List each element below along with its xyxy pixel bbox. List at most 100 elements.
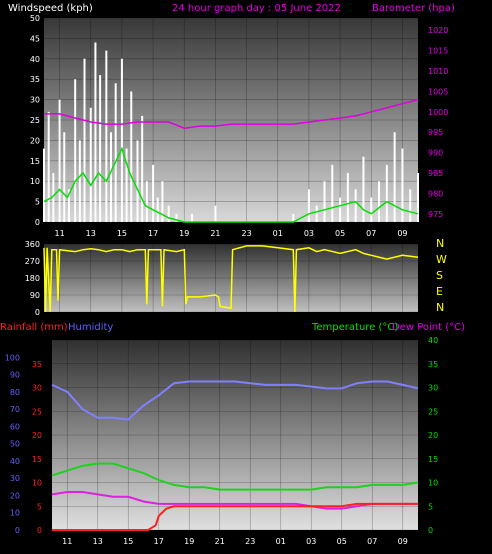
temperature-x-tick-label: 07 [367, 537, 377, 546]
barometer-y-tick-label: 1005 [428, 87, 448, 96]
temperature-line [51, 462, 419, 491]
direction-y-ticks: 0 90 180 270 360 [25, 240, 40, 317]
temperature-x-tick-label: 03 [306, 537, 316, 546]
barometer-y-tick-label: 1015 [428, 47, 448, 56]
dewpoint-axis-title: Dew Point (°C) [392, 322, 465, 333]
rain-y-tick-label: 35 [32, 360, 42, 369]
direction-series [43, 245, 419, 313]
humidity-y-tick-label: 20 [10, 491, 20, 500]
humidity-y-tick-label: 40 [10, 457, 20, 466]
wind-y-tick-label: 50 [30, 14, 40, 23]
humidity-y-tick-label: 60 [10, 422, 20, 431]
temperature-y-tick-label: 20 [428, 431, 438, 440]
chart-title: 24 hour graph day : 05 June 2022 [172, 3, 341, 14]
wind-y-tick-label: 5 [35, 198, 40, 207]
barometer-y-tick-label: 1010 [428, 67, 448, 76]
rainfall-line [52, 502, 418, 531]
wind-y-tick-label: 10 [30, 177, 40, 186]
compass-label: E [436, 285, 443, 298]
barometer-y-tick-label: 1000 [428, 108, 448, 117]
temperature-y-tick-label: 25 [428, 407, 438, 416]
direction-y-tick-label: 360 [25, 240, 40, 249]
rain-y-tick-label: 10 [32, 479, 42, 488]
humidity-y-ticks: 0 10 20 30 40 50 60 70 80 90 100 [5, 353, 20, 535]
wind-y-tick-label: 30 [30, 96, 40, 105]
wind-x-tick-label: 11 [54, 229, 64, 238]
rain-y-tick-label: 20 [32, 431, 42, 440]
wind-x-tick-label: 05 [335, 229, 345, 238]
compass-label: S [436, 269, 443, 282]
temperature-x-tick-label: 15 [123, 537, 133, 546]
temperature-y-tick-label: 0 [428, 526, 433, 535]
temperature-y-tick-label: 30 [428, 384, 438, 393]
temperature-x-tick-label: 17 [154, 537, 164, 546]
wind-x-tick-label: 17 [148, 229, 158, 238]
temperature-x-tick-label: 19 [184, 537, 194, 546]
humidity-y-tick-label: 0 [15, 526, 20, 535]
temperature-plot-area [52, 340, 418, 530]
temperature-x-tick-label: 21 [215, 537, 225, 546]
barometer-y-tick-label: 995 [428, 128, 443, 137]
wind-average-line [43, 146, 419, 223]
temperature-x-tick-label: 09 [398, 537, 408, 546]
wind-x-tick-label: 01 [273, 229, 283, 238]
rain-y-tick-label: 25 [32, 407, 42, 416]
temperature-x-tick-label: 13 [93, 537, 103, 546]
wind-y-tick-label: 0 [35, 218, 40, 227]
wind-x-tick-label: 03 [304, 229, 314, 238]
humidity-axis-title: Humidity [68, 322, 113, 333]
humidity-line [51, 380, 419, 421]
barometer-y-tick-label: 990 [428, 149, 443, 158]
wind-x-tick-label: 07 [366, 229, 376, 238]
direction-y-tick-label: 0 [35, 308, 40, 317]
rain-y-tick-label: 0 [37, 526, 42, 535]
compass-label: N [436, 301, 444, 314]
barometer-y-tick-label: 985 [428, 169, 443, 178]
wind-x-tick-label: 23 [241, 229, 251, 238]
wind-y-tick-label: 35 [30, 75, 40, 84]
humidity-y-tick-label: 50 [10, 440, 20, 449]
temperature-series [51, 380, 419, 531]
compass-label: W [436, 253, 447, 266]
temperature-x-tick-label: 11 [62, 537, 72, 546]
humidity-y-tick-label: 80 [10, 388, 20, 397]
humidity-y-tick-label: 30 [10, 474, 20, 483]
temperature-y-ticks: 0 5 10 15 20 25 30 35 40 [428, 336, 438, 535]
humidity-y-tick-label: 10 [10, 509, 20, 518]
temperature-y-tick-label: 10 [428, 479, 438, 488]
humidity-y-tick-label: 100 [5, 353, 20, 362]
barometer-y-ticks: 975 980 985 990 995 1000 1005 1010 1015 1020 [428, 26, 448, 219]
wind-x-tick-label: 09 [397, 229, 407, 238]
wind-x-tick-label: 15 [117, 229, 127, 238]
wind-y-tick-label: 25 [30, 116, 40, 125]
temperature-y-tick-label: 5 [428, 502, 433, 511]
barometer-y-tick-label: 975 [428, 210, 443, 219]
wind-x-tick-label: 19 [179, 229, 189, 238]
rain-y-tick-label: 30 [32, 384, 42, 393]
temperature-x-tick-label: 01 [276, 537, 286, 546]
wind-x-ticks: 11 13 15 17 19 21 23 01 03 05 07 09 [54, 229, 407, 238]
barometer-axis-title: Barometer (hpa) [372, 3, 455, 14]
rain-y-tick-label: 5 [37, 502, 42, 511]
wind-y-tick-label: 20 [30, 136, 40, 145]
temperature-y-tick-label: 40 [428, 336, 438, 345]
temperature-x-tick-label: 23 [245, 537, 255, 546]
barometer-y-tick-label: 980 [428, 189, 443, 198]
wind-y-ticks: 0 5 10 15 20 25 30 35 40 45 50 [30, 14, 40, 227]
compass-label: N [436, 237, 444, 250]
direction-y-tick-label: 180 [25, 274, 40, 283]
wind-x-tick-label: 13 [86, 229, 96, 238]
wind-x-tick-label: 21 [210, 229, 220, 238]
wind-axis-title: Windspeed (kph) [8, 3, 93, 14]
wind-y-tick-label: 15 [30, 157, 40, 166]
humidity-y-tick-label: 70 [10, 405, 20, 414]
rain-y-tick-label: 15 [32, 455, 42, 464]
temperature-y-tick-label: 35 [428, 360, 438, 369]
wind-series [43, 42, 419, 223]
direction-y-tick-label: 90 [30, 291, 40, 300]
temperature-x-ticks: 11 13 15 17 19 21 23 01 03 05 07 09 [62, 537, 408, 546]
wind-direction-line [43, 245, 419, 313]
temperature-y-tick-label: 15 [428, 455, 438, 464]
